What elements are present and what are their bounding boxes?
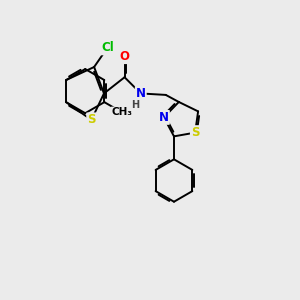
- Text: N: N: [136, 87, 146, 100]
- Text: N: N: [159, 111, 169, 124]
- Text: H: H: [131, 100, 140, 110]
- Text: S: S: [191, 126, 200, 139]
- Text: S: S: [87, 113, 96, 126]
- Text: CH₃: CH₃: [112, 107, 133, 118]
- Text: O: O: [120, 50, 130, 63]
- Text: Cl: Cl: [101, 41, 114, 54]
